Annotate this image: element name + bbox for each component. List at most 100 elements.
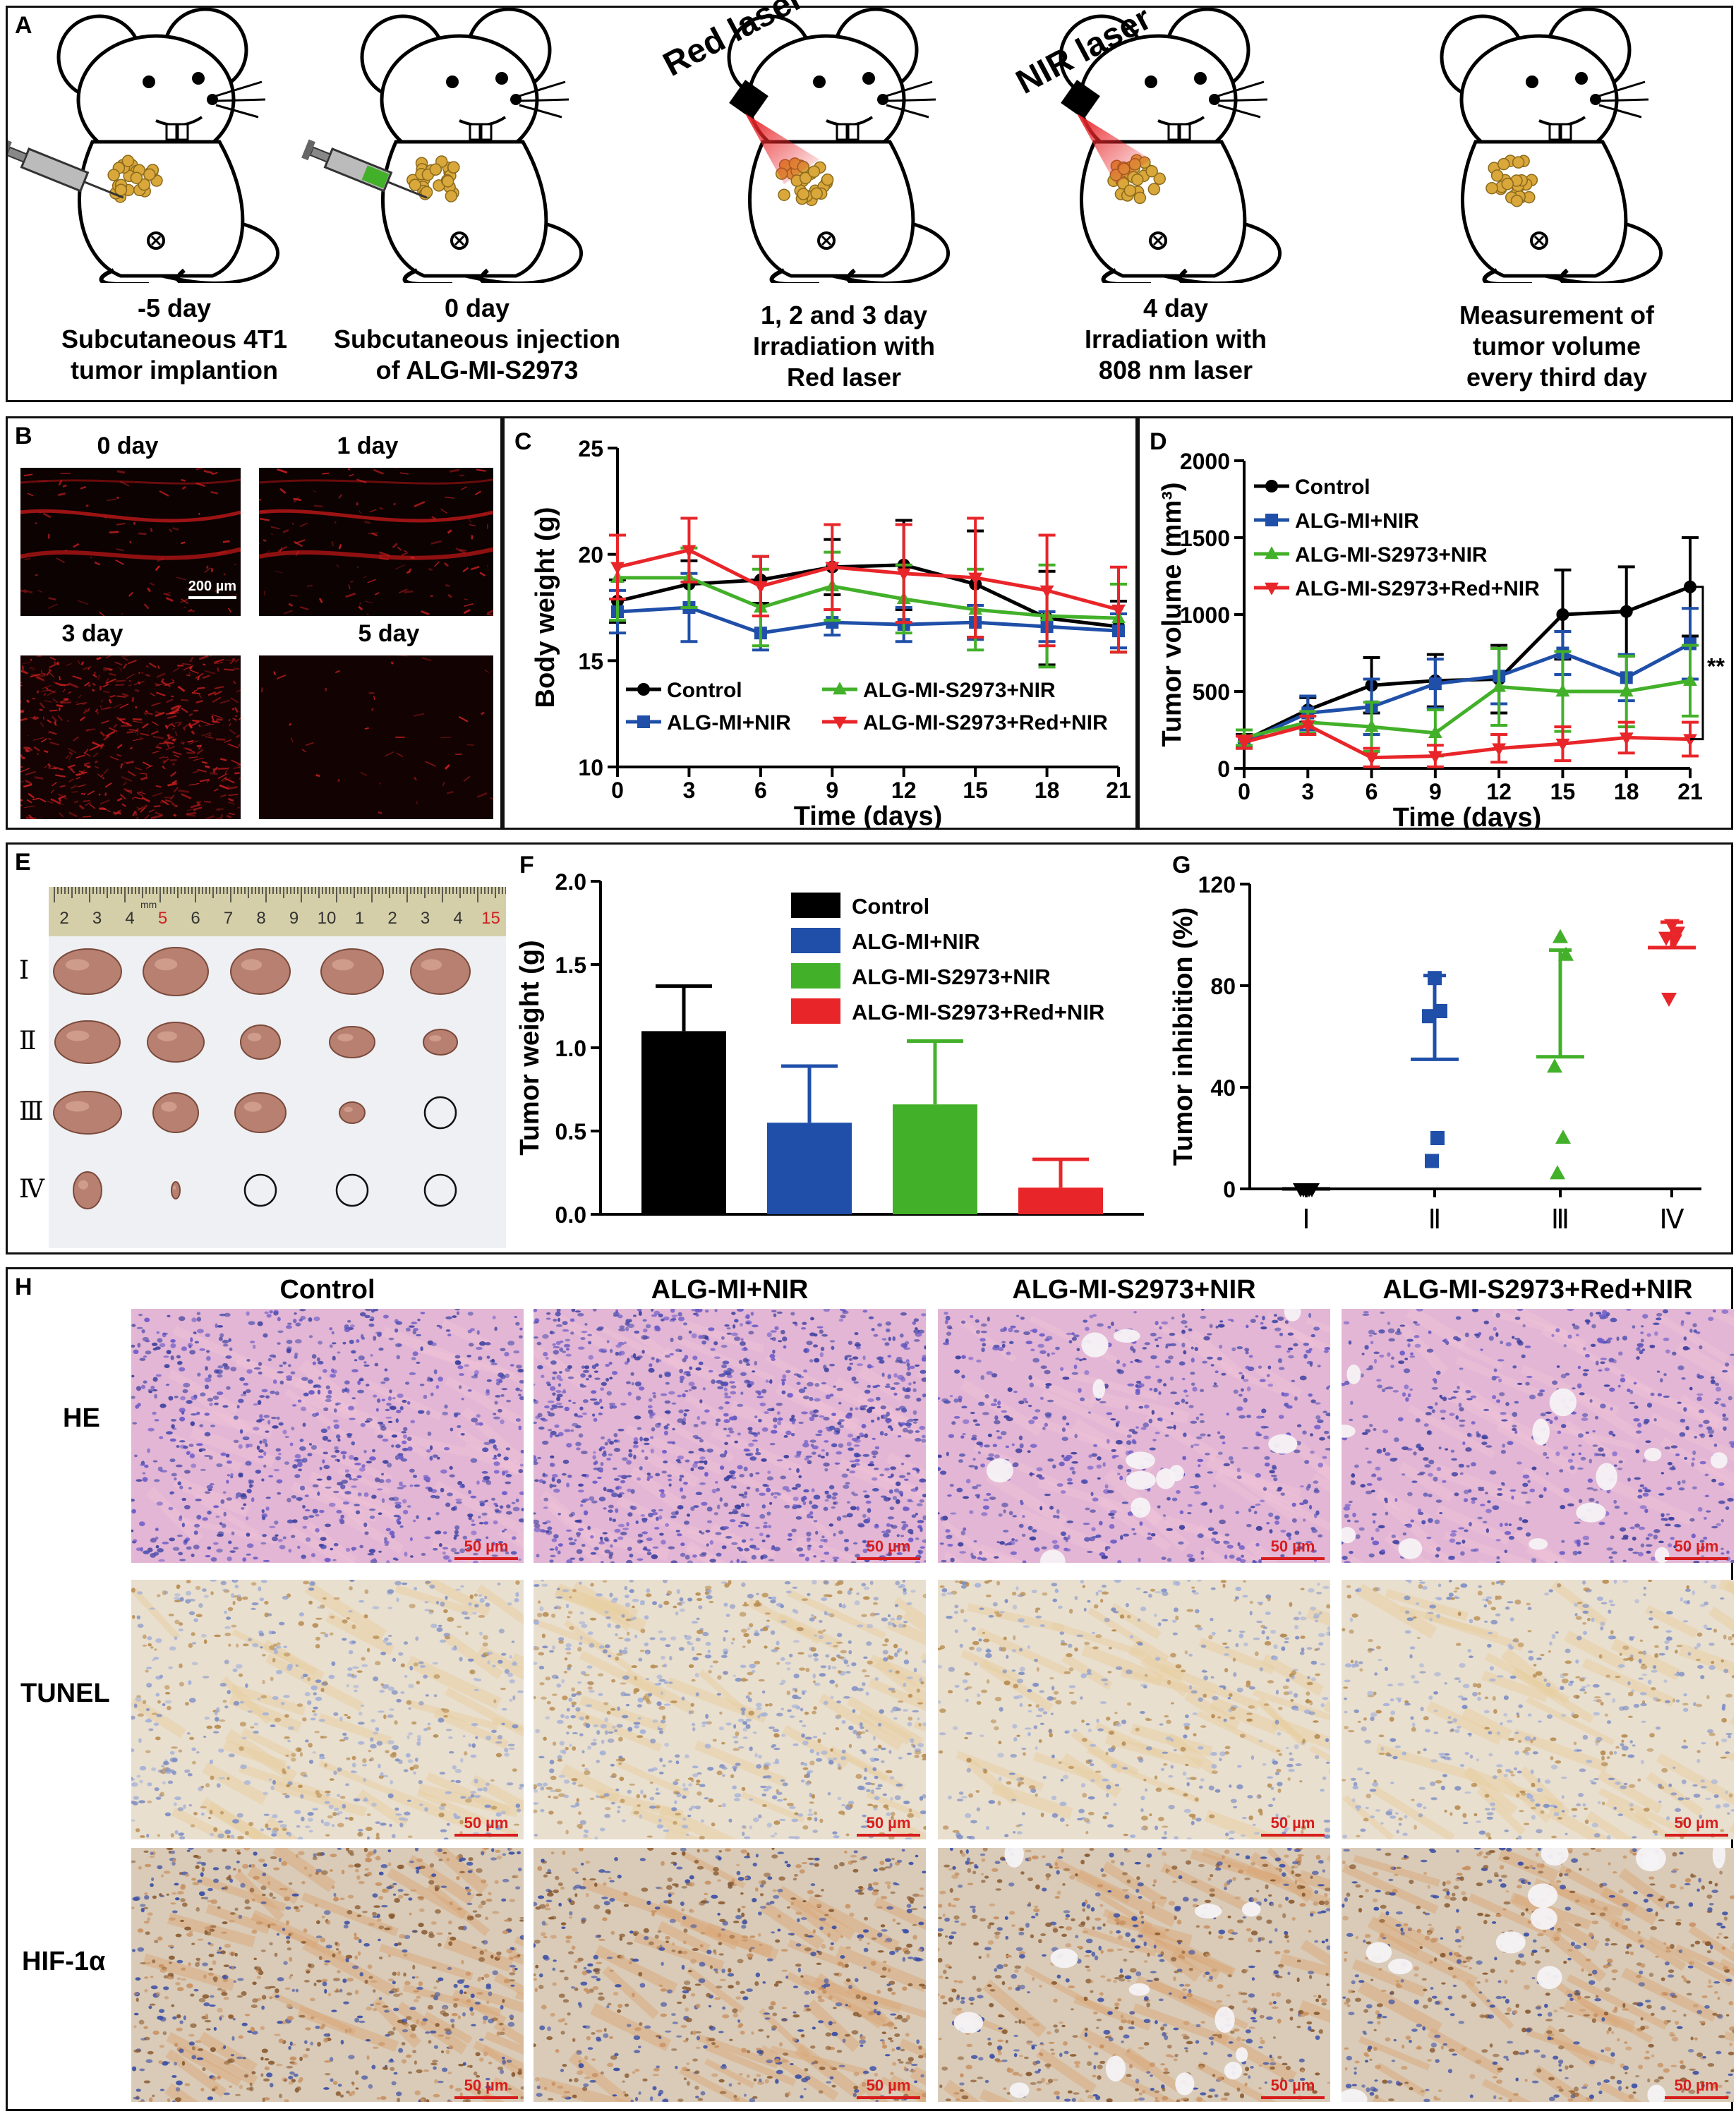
histology-column-label: Control [279, 1275, 375, 1305]
panel-f-label: F [519, 852, 534, 878]
data-point [682, 545, 697, 558]
data-point [1428, 751, 1442, 764]
x-tick-label: Ⅱ [1428, 1205, 1442, 1235]
data-point [1667, 934, 1682, 949]
fluor-label-5day: 5 day [358, 620, 420, 647]
panel-a: A Red laser NIR laser -5 day Subcutaneous… [6, 0, 1733, 402]
legend-entry: ALG-MI-S2973+Red+NIR [822, 711, 1108, 734]
data-point [1237, 737, 1251, 750]
scale-bar-label: 50 µm [866, 2076, 911, 2094]
legend-label: ALG-MI-S2973+Red+NIR [1295, 577, 1540, 600]
scale-bar-50um: 50 µm [857, 1537, 920, 1560]
significance-bracket [1690, 586, 1704, 741]
tumor-sample [410, 948, 471, 995]
data-point [637, 715, 650, 728]
histology-image: 50 µm [1342, 1848, 1734, 2102]
tumor-weight-chart: 0.0 0.5 1.0 1.5 2.0 Tumor weight (g) Control AL… [515, 869, 1144, 1228]
panel-h: H Control ALG-MI+NIR ALG-MI-S2973+NIR ALG-M… [6, 1267, 1734, 2111]
bar [767, 1123, 852, 1214]
scale-bar-label: 50 µm [464, 1814, 509, 1832]
scale-bar-label: 50 µm [464, 1537, 509, 1555]
treatment-timeline-illustration [8, 8, 1663, 283]
x-tick-label: 21 [1677, 779, 1703, 804]
y-axis-label: Tumor volume (mm³) [1157, 482, 1187, 746]
tumor-highlight [161, 1101, 177, 1112]
tumor-highlight [421, 959, 442, 971]
histology-image: 50 µm [1342, 1580, 1734, 1839]
data-point [1428, 677, 1442, 691]
tumor-cluster [1485, 155, 1538, 207]
fluorescence-image-5day [259, 655, 493, 819]
nir-laser-icon [1061, 80, 1151, 184]
data-point [1547, 1058, 1562, 1073]
timeline-step: Measurement of tumor volume every third da… [1409, 300, 1705, 393]
timeline-step-day: -5 day [137, 294, 212, 322]
scale-bar-50um: 50 µm [1665, 1537, 1728, 1560]
bar [893, 1104, 977, 1214]
fluorescence-image-3day [20, 655, 241, 819]
data-point [1619, 732, 1634, 746]
tumor-sample [234, 1092, 287, 1133]
tumor-highlight [243, 1101, 262, 1112]
data-point [833, 716, 847, 730]
histology-image: 50 µm [938, 1309, 1330, 1563]
scale-bar-label: 50 µm [1270, 1537, 1315, 1555]
scale-bar-50um: 50 µm [857, 2076, 920, 2099]
series-line [617, 576, 1119, 620]
y-tick-label: 500 [1193, 679, 1230, 705]
tumor-sample [54, 1020, 121, 1064]
legend-entry: Control [626, 679, 742, 702]
tumor-sample [339, 1101, 366, 1124]
y-tick-label: 20 [578, 543, 603, 568]
data-point [1553, 929, 1568, 943]
data-point [968, 572, 983, 586]
ruler-number: 2 [387, 909, 397, 928]
tumor-volume-chart: 0 500 1000 1500 2000 0 3 6 9 12 15 18 21 Time (days) T… [1157, 449, 1725, 828]
x-axis-label: Time (days) [1393, 803, 1541, 828]
empty-tumor-circle [423, 1173, 457, 1207]
data-point [1684, 637, 1696, 651]
tumor-highlight [429, 1035, 442, 1042]
tumor-highlight [337, 1033, 354, 1041]
timeline-step: 1, 2 and 3 day Irradiation with Red laser [696, 300, 992, 393]
panel-d: D 0 500 1000 1500 2000 0 3 6 9 12 15 18 21 Time (days… [1138, 416, 1733, 830]
y-tick-label: 0.0 [555, 1202, 586, 1228]
histology-image: 50 µm [1342, 1309, 1734, 1563]
empty-tumor-circle [243, 1173, 277, 1207]
mouse-illustration [727, 8, 951, 283]
timeline-step-line: 808 nm laser [1098, 356, 1253, 385]
tumor-highlight [65, 959, 90, 971]
panel-c: C 10 15 20 25 0 3 6 9 12 15 18 21 Time (days) Body we… [502, 416, 1138, 830]
timeline-step-line: Measurement of [1459, 301, 1655, 330]
mouse-illustration [1059, 8, 1282, 283]
data-point [1661, 993, 1677, 1007]
tumor-highlight [241, 959, 263, 971]
tumor-sample [320, 948, 384, 995]
ruler-number: 8 [256, 909, 265, 928]
tumor-row-label: Ⅰ [19, 956, 30, 985]
data-point [1111, 604, 1126, 617]
timeline-step-line: every third day [1466, 363, 1648, 392]
timeline-step-day: 0 day [444, 294, 510, 322]
tumor-highlight [344, 1106, 353, 1113]
ruler-number: 2 [59, 909, 68, 928]
timeline-step-line: Irradiation with [1084, 325, 1267, 353]
histology-row-label: TUNEL [20, 1679, 110, 1708]
ruler-unit: mm [140, 899, 157, 910]
y-tick-label: 0.5 [555, 1119, 586, 1144]
body-weight-chart: 10 15 20 25 0 3 6 9 12 15 18 21 Time (days) Body weig… [531, 436, 1131, 828]
x-tick-label: 12 [891, 778, 917, 803]
data-point [1364, 719, 1379, 732]
legend-label: ALG-MI+NIR [852, 929, 980, 954]
legend-label: ALG-MI-S2973+NIR [1295, 543, 1488, 567]
y-tick-label: 1.0 [555, 1036, 586, 1061]
histology-image: 50 µm [534, 1580, 926, 1839]
histology-image: 50 µm [131, 1848, 524, 2102]
bar [641, 1031, 726, 1214]
tumor-highlight [66, 1030, 90, 1041]
y-tick-label: 10 [578, 755, 603, 780]
data-point [1296, 1183, 1311, 1197]
fluor-label-0day: 0 day [97, 433, 159, 459]
data-point [1558, 946, 1574, 961]
tumor-highlight [332, 959, 354, 971]
